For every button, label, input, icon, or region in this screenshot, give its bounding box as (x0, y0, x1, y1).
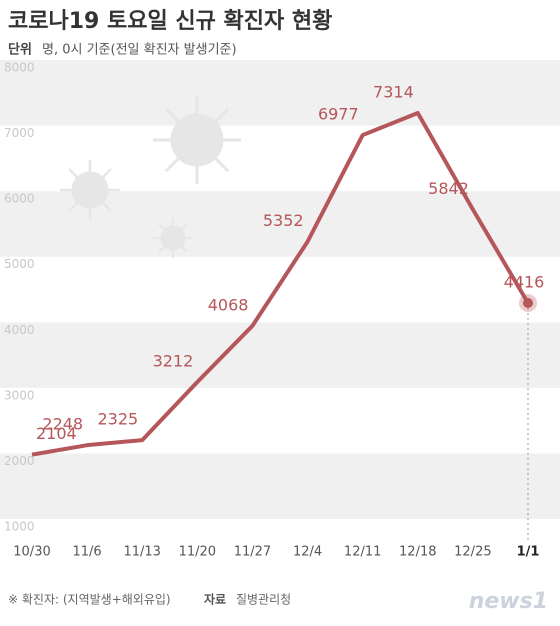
bands (0, 60, 560, 585)
grid-band (0, 519, 560, 585)
y-tick-label: 6000 (4, 192, 35, 206)
data-label: 7314 (373, 82, 414, 101)
data-label: 2325 (98, 410, 139, 429)
data-label: 6977 (318, 105, 359, 124)
x-tick-label: 12/25 (454, 545, 491, 560)
end-marker (523, 298, 533, 309)
x-tick-label: 12/4 (293, 545, 322, 560)
y-tick-label: 3000 (4, 388, 35, 402)
virus-decoration (60, 96, 241, 258)
x-tick-label: 1/1 (517, 545, 540, 560)
y-tick-label: 7000 (4, 126, 35, 140)
x-tick-label: 12/18 (399, 545, 436, 560)
y-tick-label: 2000 (4, 454, 35, 468)
y-tick-label: 4000 (4, 323, 35, 337)
source: 질병관리청 (236, 593, 291, 607)
x-tick-label: 12/11 (344, 545, 381, 560)
data-label: 3212 (153, 351, 194, 370)
data-label: 2248 (42, 415, 83, 434)
x-tick-label: 11/27 (234, 545, 271, 560)
y-tick-label: 1000 (4, 520, 35, 534)
data-label: 4416 (504, 273, 545, 292)
data-label: 5842 (428, 179, 469, 198)
footnote: ※ 확진자: (지역발생+해외유입) (8, 593, 171, 607)
chart-title: 코로나19 토요일 신규 확진자 현황 (8, 9, 332, 34)
subtitle-label: 단위 (8, 42, 32, 58)
line (31, 110, 530, 457)
data-label: 5352 (263, 211, 304, 230)
subtitle: 명, 0시 기준(전일 확진자 발생기준) (42, 43, 237, 58)
grid-band (0, 322, 560, 388)
x-tick-label: 11/13 (123, 545, 160, 560)
logo: news1 (469, 589, 548, 614)
y-tick-label: 5000 (4, 257, 35, 271)
data-label: 4068 (208, 295, 249, 314)
grid-band (0, 60, 560, 126)
grid-band (0, 453, 560, 519)
grid-band (0, 256, 560, 323)
source-label: 자료 (204, 592, 226, 607)
x-tick-label: 10/30 (13, 545, 50, 560)
data-label: 2104 (36, 424, 77, 443)
x-tick-label: 11/20 (179, 545, 216, 560)
y-tick-label: 8000 (4, 61, 35, 75)
x-tick-label: 11/6 (73, 545, 102, 560)
grid-band (0, 387, 560, 454)
